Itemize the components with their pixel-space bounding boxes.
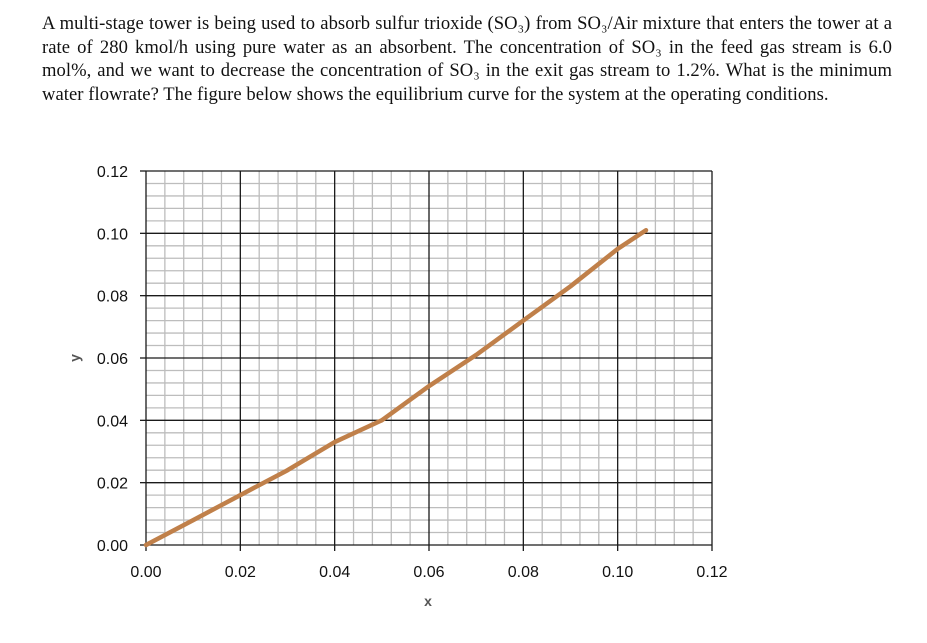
x-tick-label: 0.10 [602, 564, 633, 581]
problem-text: A multi-stage tower is being used to abs… [42, 13, 892, 105]
problem-statement: A multi-stage tower is being used to abs… [42, 12, 892, 106]
y-tick-label: 0.08 [97, 289, 128, 306]
y-tick-label: 0.04 [97, 413, 128, 430]
y-tick-label: 0.10 [97, 226, 128, 243]
x-tick-label: 0.06 [413, 564, 444, 581]
x-tick-label: 0.12 [696, 564, 727, 581]
axis-ticks [140, 170, 713, 551]
y-tick-label: 0.00 [97, 538, 128, 555]
x-tick-label: 0.00 [130, 564, 161, 581]
y-axis-title: y [67, 354, 83, 362]
x-tick-label: 0.02 [225, 564, 256, 581]
x-tick-label: 0.04 [319, 564, 350, 581]
y-tick-label: 0.06 [97, 351, 128, 368]
x-axis-tick-labels: 0.00 0.02 0.04 0.06 0.08 0.10 0.12 [130, 564, 727, 581]
equilibrium-curve [143, 227, 649, 548]
y-axis-tick-labels: 0.00 0.02 0.04 0.06 0.08 0.10 0.12 [97, 164, 128, 555]
x-axis-title: x [424, 593, 432, 609]
y-tick-label: 0.02 [97, 476, 128, 493]
major-grid [145, 170, 713, 546]
y-tick-label: 0.12 [97, 164, 128, 181]
x-tick-label: 0.08 [508, 564, 539, 581]
